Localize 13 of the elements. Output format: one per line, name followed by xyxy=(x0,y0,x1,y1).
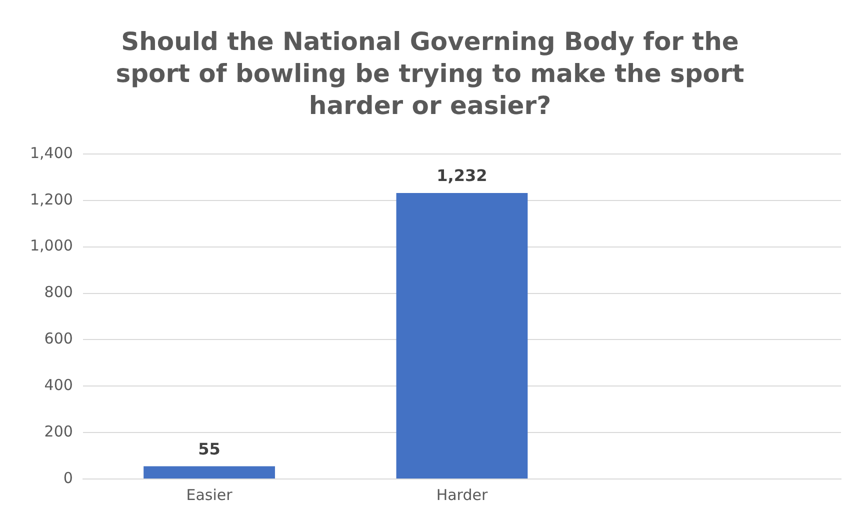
y-tick-label: 1,400 xyxy=(30,144,73,162)
chart-title: Should the National Governing Body for the sport of bowling be trying to make the sport harder or easier? xyxy=(114,26,746,122)
y-tick-label: 1,000 xyxy=(30,236,73,255)
y-tick-label: 800 xyxy=(44,283,73,302)
y-tick-label: 600 xyxy=(44,330,73,348)
y-tick-label: 200 xyxy=(44,422,73,440)
data-label: 1,232 xyxy=(436,166,488,186)
data-label: 55 xyxy=(198,439,220,458)
x-tick-label: Harder xyxy=(436,486,488,504)
y-tick-label: 400 xyxy=(44,376,73,394)
y-tick-label: 0 xyxy=(63,468,73,487)
y-tick-label: 1,200 xyxy=(30,190,73,208)
x-tick-label: Easier xyxy=(186,486,234,504)
